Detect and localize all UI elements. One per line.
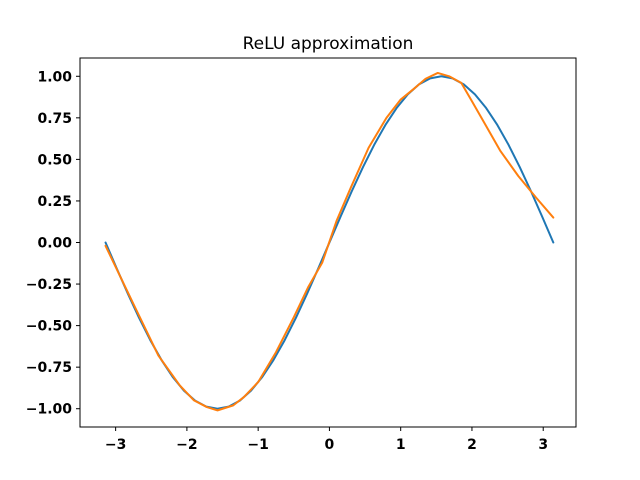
- y-tick-label: 0.50: [37, 152, 72, 168]
- axes: −3 −2 −1 0 1 2 3 −1.00 −0.75 −0.50 −0.25 0.00 0.25 0.…: [26, 57, 577, 453]
- y-tick-label: −1.00: [26, 402, 73, 418]
- x-tick-label: −2: [176, 437, 197, 453]
- x-tick-label: −3: [105, 437, 126, 453]
- plot-area: [80, 58, 576, 427]
- y-tick-label: −0.75: [26, 360, 72, 376]
- chart-title: ReLU approximation: [243, 34, 414, 54]
- series-line-2: [104, 71, 555, 412]
- x-tick-label: 3: [538, 437, 548, 453]
- y-tick-label: 0.25: [37, 194, 72, 210]
- x-tick-label: 0: [325, 437, 335, 453]
- y-tick-label: −0.50: [26, 319, 73, 335]
- x-tick-label: 1: [396, 437, 406, 453]
- x-tick-label: 2: [467, 437, 477, 453]
- plot-background: [80, 58, 576, 427]
- y-tick-label: 1.00: [37, 69, 72, 85]
- series-layer: [104, 71, 555, 412]
- y-tick-label: 0.00: [37, 236, 72, 252]
- y-tick-label: 0.75: [37, 111, 72, 127]
- x-tick-label: −1: [247, 437, 268, 453]
- y-tick-label: −0.25: [26, 277, 72, 293]
